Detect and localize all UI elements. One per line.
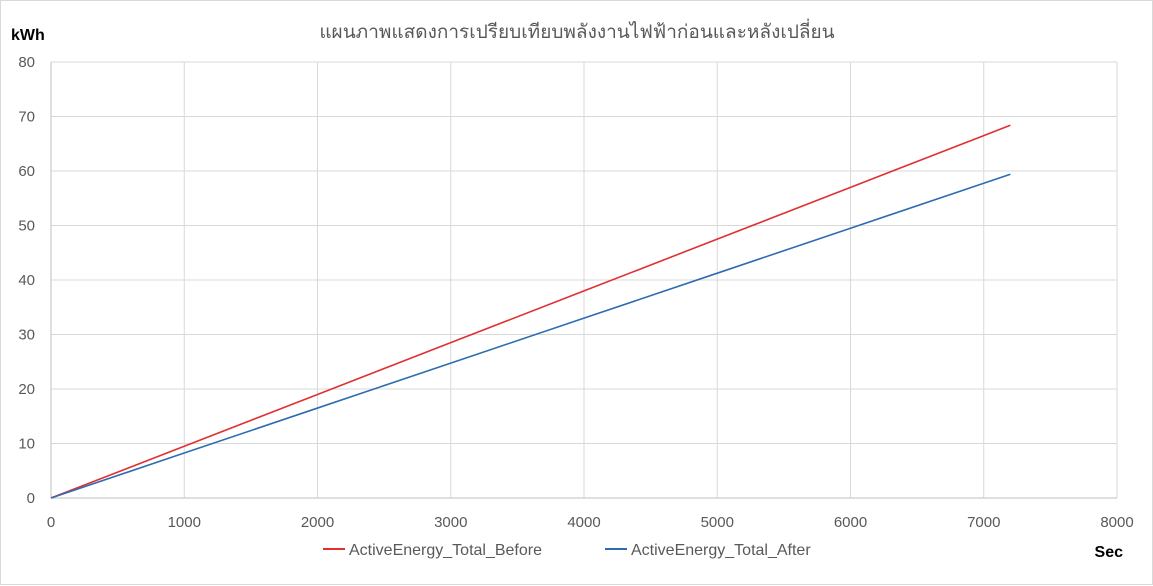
- x-tick-label: 1000: [168, 514, 201, 531]
- y-axis-unit-label: kWh: [11, 27, 45, 44]
- legend: ActiveEnergy_Total_Before ActiveEnergy_To…: [323, 542, 811, 559]
- y-tick-label: 70: [18, 109, 35, 126]
- x-tick-label: 2000: [301, 514, 334, 531]
- x-tick-label: 8000: [1100, 514, 1133, 531]
- y-tick-label: 60: [18, 163, 35, 180]
- x-tick-label: 7000: [967, 514, 1000, 531]
- y-tick-label: 80: [18, 54, 35, 71]
- series-lines: [50, 124, 1011, 499]
- x-tick-label: 3000: [434, 514, 467, 531]
- x-axis-unit-label: Sec: [1095, 544, 1124, 561]
- x-tick-label: 0: [47, 514, 55, 531]
- y-tick-label: 40: [18, 272, 35, 289]
- y-tick-label: 20: [18, 381, 35, 398]
- y-tick-label: 50: [18, 218, 35, 235]
- x-tick-label: 5000: [701, 514, 734, 531]
- chart-title: แผนภาพแสดงการเปรียบเทียบพลังงานไฟฟ้าก่อน…: [319, 18, 834, 43]
- x-tick-label: 4000: [567, 514, 600, 531]
- x-tick-label: 6000: [834, 514, 867, 531]
- y-tick-label: 10: [18, 436, 35, 453]
- legend-label-1: ActiveEnergy_Total_After: [631, 542, 811, 559]
- gridlines: [51, 61, 1118, 498]
- axes: 0 10 20 30 40 50 60 70 80 0 1000 2000 3000 4000 5000 60…: [18, 54, 1133, 531]
- y-tick-label: 30: [18, 327, 35, 344]
- legend-label-0: ActiveEnergy_Total_Before: [349, 542, 542, 559]
- y-tick-label: 0: [27, 490, 35, 507]
- series-line-0: [50, 124, 1011, 499]
- series-line-1: [50, 173, 1011, 499]
